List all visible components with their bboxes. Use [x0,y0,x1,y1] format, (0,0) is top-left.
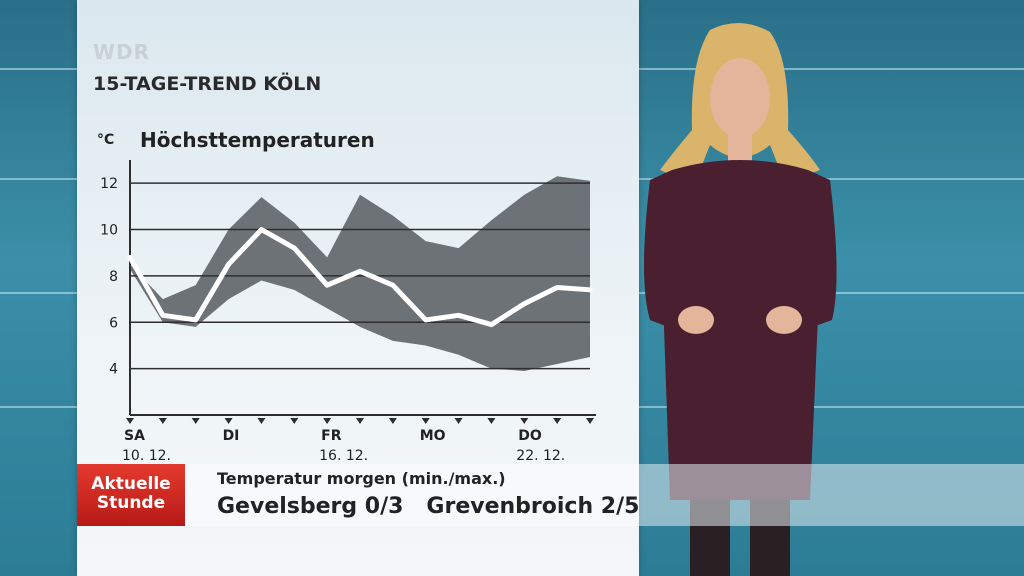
x-date-label: 22. 12. [516,448,565,464]
x-tick-mark [454,418,463,424]
x-tick-mark [224,418,233,424]
y-tick-label: 4 [109,362,118,378]
chart-title: Höchsttemperaturen [140,128,375,152]
x-day-label: FR [321,428,342,444]
y-tick-label: 10 [100,223,118,239]
x-tick-mark [257,418,266,424]
x-tick-mark [290,418,299,424]
x-tick-mark [388,418,397,424]
x-day-label: DI [223,428,240,444]
logo-line-1: Aktuelle [91,474,171,494]
x-date-label: 10. 12. [122,448,171,464]
x-tick-mark [191,418,200,424]
logo-line-2: Stunde [96,493,166,513]
x-day-label: MO [420,428,446,444]
ticker-value: Gevelsberg 0/3 Grevenbroich 2/5 [217,494,640,519]
presenter-image [644,22,837,576]
unit-label: °C [97,132,115,148]
x-tick-mark [487,418,496,424]
y-tick-label: 6 [109,315,118,331]
x-tick-mark [586,418,594,424]
x-tick-mark [520,418,529,424]
x-tick-mark [421,418,430,424]
x-day-label: DO [518,428,542,444]
x-tick-mark [553,418,562,424]
temperature-chart: 12 10 8 6 4 SA 10. 12. DI FR 16. 12. MO DO 22. 12. [100,160,596,464]
channel-logo: WDR [93,40,151,64]
ticker-label: Temperatur morgen (min./max.) [217,469,506,488]
x-day-label: SA [124,428,145,444]
x-tick-mark [158,418,167,424]
ticker-extension [639,464,1024,526]
y-tick-label: 8 [109,269,118,285]
aktuelle-stunde-logo: Aktuelle Stunde [77,464,185,526]
y-tick-label: 12 [100,176,118,192]
x-tick-mark [323,418,332,424]
x-tick-mark [126,418,134,424]
x-tick-mark [356,418,364,424]
forecast-title: 15-TAGE-TREND KÖLN [93,73,322,95]
x-date-label: 16. 12. [319,448,368,464]
